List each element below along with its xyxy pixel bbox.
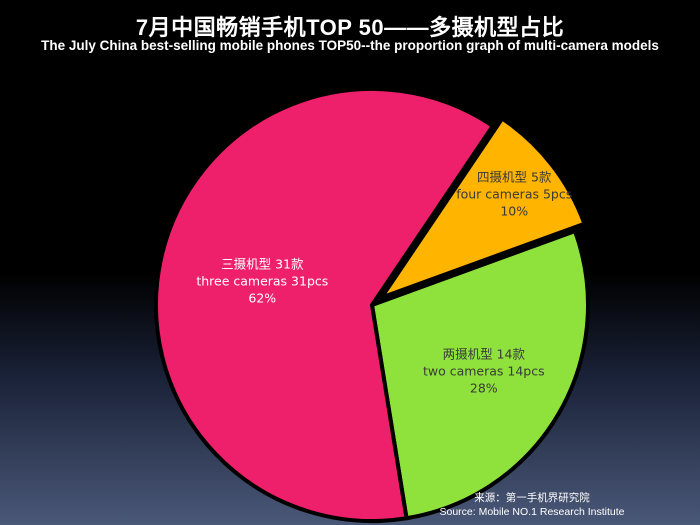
pie-slice-two-cameras bbox=[370, 229, 590, 521]
chart-title: 7月中国畅销手机TOP 50——多摄机型占比 bbox=[135, 15, 565, 40]
pie-slice-four-cameras bbox=[379, 116, 587, 300]
slice-label-three-cameras-en: three cameras 31pcs bbox=[196, 273, 329, 289]
slice-label-four-cameras-percent: 10% bbox=[500, 203, 529, 219]
slice-label-two-cameras: 两摄机型 14款 two cameras 14pcs 28% bbox=[423, 345, 545, 396]
slice-label-two-cameras-cn: 两摄机型 14款 bbox=[442, 346, 525, 362]
slice-label-two-cameras-en: two cameras 14pcs bbox=[422, 363, 545, 379]
slice-label-three-cameras: 三摄机型 31款 three cameras 31pcs 62% bbox=[196, 255, 328, 306]
slice-label-two-cameras-percent: 28% bbox=[469, 380, 498, 396]
slice-label-four-cameras-cn: 四摄机型 5款 bbox=[476, 169, 552, 185]
chart-subtitle: The July China best-selling mobile phone… bbox=[41, 38, 659, 53]
source-en: Source: Mobile NO.1 Research Institute bbox=[439, 506, 625, 518]
slice-label-three-cameras-cn: 三摄机型 31款 bbox=[221, 256, 304, 272]
pie-slice-three-cameras bbox=[154, 87, 495, 523]
source-cn: 来源：第一手机界研究院 bbox=[474, 492, 590, 504]
slice-label-four-cameras-en: four cameras 5pcs bbox=[456, 186, 573, 202]
source-note: 来源：第一手机界研究院 Source: Mobile NO.1 Research… bbox=[432, 491, 632, 519]
slice-label-three-cameras-percent: 62% bbox=[248, 290, 277, 306]
slice-label-four-cameras: 四摄机型 5款 four cameras 5pcs 10% bbox=[456, 168, 572, 219]
